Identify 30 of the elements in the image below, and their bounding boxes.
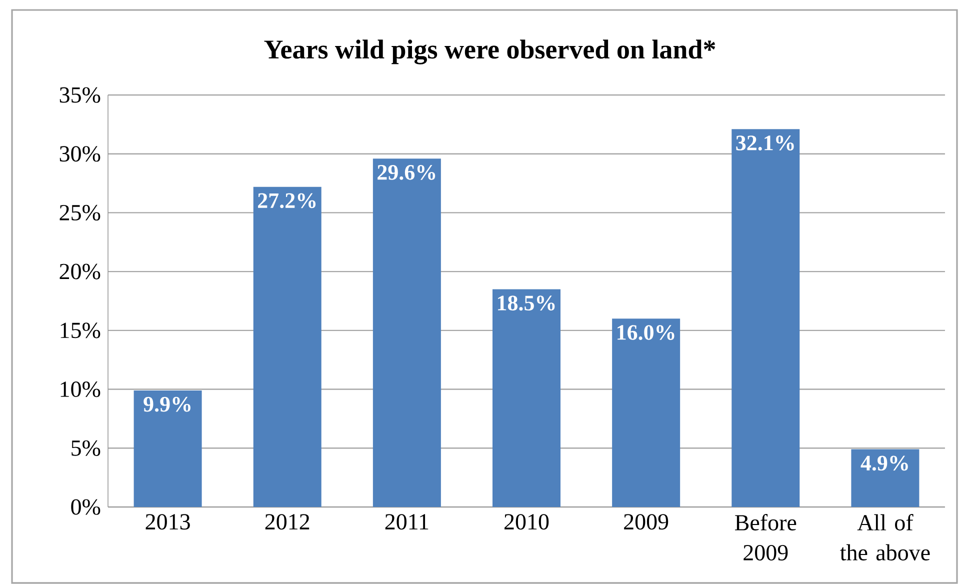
bar — [732, 129, 800, 507]
data-label: 9.9% — [144, 396, 190, 412]
x-tick-label: 2012 — [265, 514, 310, 530]
bar — [372, 158, 441, 507]
y-tick-label: 20% — [60, 264, 100, 280]
y-tick-label: 25% — [60, 204, 100, 221]
x-tick-label: 2011 — [385, 514, 428, 530]
bar — [612, 318, 680, 507]
x-tick-label: 2009 — [624, 514, 668, 530]
bar — [851, 449, 920, 507]
y-tick-label: 35% — [60, 87, 100, 103]
bar — [253, 186, 322, 507]
data-label: 4.9% — [860, 456, 908, 471]
y-tick-label: 5% — [72, 440, 100, 456]
data-label: 27.2% — [258, 193, 316, 208]
y-tick-label: 15% — [60, 322, 100, 338]
y-tick-label: 30% — [60, 146, 100, 162]
data-label: 18.5% — [498, 296, 555, 311]
y-tick-label: 10% — [60, 381, 100, 398]
x-tick-label: 2013 — [146, 514, 190, 530]
chart-title: Years wild pigs were observed on land* — [264, 40, 716, 64]
y-tick-label: 0% — [71, 499, 100, 515]
x-tick-label: All of the above — [840, 514, 930, 560]
x-tick-label: 2010 — [504, 514, 549, 530]
data-label: 32.1% — [736, 136, 794, 150]
bar — [134, 390, 202, 507]
data-label: 16.0% — [618, 325, 674, 340]
bar — [492, 289, 560, 507]
x-tick-label: Before 2009 — [735, 514, 796, 560]
data-label: 29.6% — [378, 164, 436, 180]
